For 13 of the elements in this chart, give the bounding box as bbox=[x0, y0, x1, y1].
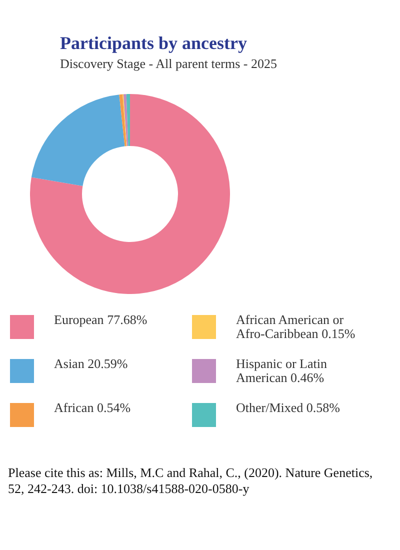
data-label: 20.59% bbox=[88, 356, 128, 371]
chart-subtitle: Discovery Stage - All parent terms - 2025 bbox=[60, 56, 278, 72]
legend-label: Asian bbox=[54, 356, 84, 371]
legend-label: European bbox=[54, 312, 104, 327]
data-label: 0.15% bbox=[322, 326, 356, 341]
data-label: 0.54% bbox=[96, 400, 131, 415]
data-label: 0.46% bbox=[290, 370, 324, 385]
data-label: 0.58% bbox=[306, 400, 340, 415]
text: Please cite this as: Mills, M.C and Rahal, C., (2020). Nature Genetics, 52, 242-243. doi: 10.1038/s41588-020-0580-y bbox=[8, 465, 374, 497]
chart-title: Participants by ancestry bbox=[60, 33, 248, 54]
legend-label: Other/Mixed bbox=[236, 400, 304, 415]
legend-label: African bbox=[54, 400, 94, 415]
data-label: 77.68% bbox=[107, 312, 148, 327]
